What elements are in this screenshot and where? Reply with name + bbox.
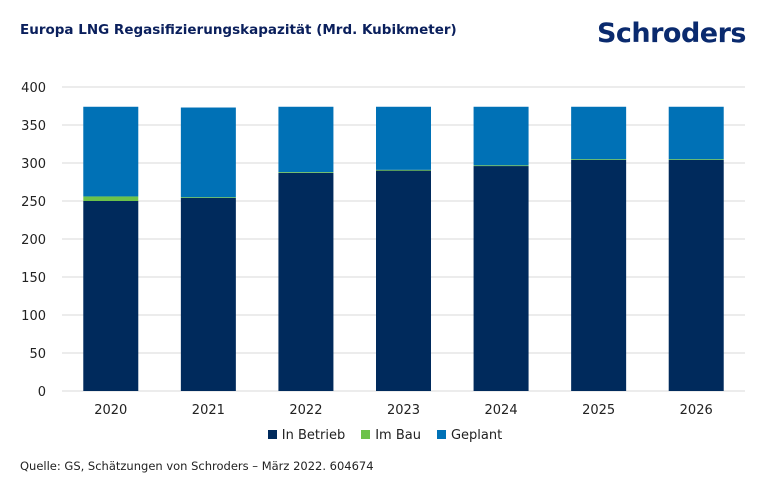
bar-in-betrieb — [473, 166, 529, 391]
y-tick-label: 250 — [21, 195, 46, 210]
legend: In Betrieb Im Bau Geplant — [0, 428, 770, 443]
x-tick-label: 2020 — [94, 403, 127, 418]
bar-geplant — [473, 106, 529, 166]
bar-geplant — [83, 106, 139, 197]
legend-swatch — [361, 430, 371, 439]
bar-in-betrieb — [278, 172, 334, 391]
legend-label: In Betrieb — [281, 428, 346, 443]
bar-geplant — [376, 106, 431, 170]
bar-chart: 0 50 100 150 200 250 300 350 400 2020 2021 2022 2023… — [21, 81, 745, 418]
bar-im-bau — [180, 197, 236, 198]
x-tick-label: 2025 — [582, 403, 615, 418]
y-tick-label: 350 — [21, 119, 46, 134]
bar-im-bau — [571, 159, 627, 160]
y-tick-label: 300 — [21, 157, 46, 172]
source-note: Quelle: GS, Schätzungen von Schroders – … — [20, 459, 374, 473]
bar-im-bau — [278, 172, 334, 173]
y-tick-label: 0 — [38, 385, 46, 400]
legend-item: Im Bau — [361, 428, 421, 443]
y-tick-label: 50 — [29, 347, 46, 362]
legend-item: In Betrieb — [267, 428, 346, 443]
y-tick-label: 100 — [21, 309, 46, 324]
bar-im-bau — [473, 165, 529, 167]
y-tick-label: 400 — [21, 81, 46, 96]
legend-swatch — [267, 430, 277, 439]
x-tick-label: 2023 — [387, 403, 420, 418]
bar-geplant — [668, 106, 724, 160]
x-tick-label: 2024 — [485, 403, 518, 418]
bar-geplant — [180, 107, 236, 198]
y-tick-label: 200 — [21, 233, 46, 248]
legend-swatch — [436, 430, 446, 439]
legend-label: Geplant — [450, 428, 503, 443]
bar-in-betrieb — [83, 201, 139, 391]
y-tick-label: 150 — [21, 271, 46, 286]
bar-im-bau — [83, 196, 139, 201]
bar-in-betrieb — [571, 159, 627, 391]
x-tick-label: 2022 — [289, 403, 322, 418]
chart-title: Europa LNG Regasifizierungskapazität (Mr… — [20, 22, 457, 38]
bar-in-betrieb — [376, 170, 431, 391]
bar-geplant — [278, 106, 334, 173]
x-tick-label: 2026 — [680, 403, 713, 418]
bar-im-bau — [376, 169, 431, 171]
x-tick-label: 2021 — [192, 403, 225, 418]
bar-im-bau — [668, 159, 724, 160]
legend-item: Geplant — [436, 428, 503, 443]
bar-in-betrieb — [180, 197, 236, 391]
bar-in-betrieb — [668, 159, 724, 391]
schroders-logo: Schroders — [596, 18, 747, 49]
legend-label: Im Bau — [375, 428, 421, 443]
bar-geplant — [571, 106, 627, 160]
